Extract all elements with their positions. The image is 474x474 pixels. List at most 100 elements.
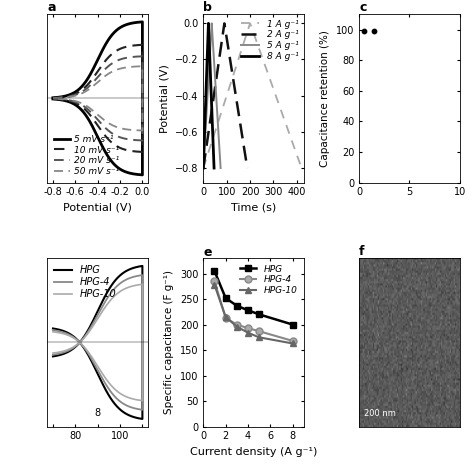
1 A g⁻¹ [247, 20, 253, 26]
Legend: 1 A g⁻¹, 2 A g⁻¹, 5 A g⁻¹, 8 A g⁻¹: 1 A g⁻¹, 2 A g⁻¹, 5 A g⁻¹, 8 A g⁻¹ [240, 19, 300, 62]
50 mV s⁻¹ [131, 64, 137, 70]
Text: 8: 8 [95, 408, 101, 418]
2 A g⁻¹ [227, 56, 233, 62]
5 mV s⁻¹ [109, 159, 115, 164]
5 mV s⁻¹ [50, 95, 56, 100]
1 A g⁻¹ [258, 50, 264, 55]
50 mV s⁻¹ [109, 122, 115, 128]
Line: 10 mV s⁻¹: 10 mV s⁻¹ [53, 45, 142, 152]
Line: 2 A g⁻¹: 2 A g⁻¹ [203, 23, 247, 168]
Line: HPG: HPG [211, 267, 296, 328]
5 A g⁻¹ [218, 165, 223, 171]
Text: c: c [359, 1, 366, 14]
8 A g⁻¹ [201, 165, 206, 171]
5 A g⁻¹ [214, 98, 219, 103]
1 A g⁻¹ [201, 165, 206, 171]
Text: 200 nm: 200 nm [364, 409, 396, 418]
8 A g⁻¹ [211, 165, 217, 171]
5 A g⁻¹ [201, 165, 206, 171]
5 mV s⁻¹ [82, 80, 88, 86]
1 A g⁻¹ [260, 57, 266, 63]
5 A g⁻¹ [210, 47, 216, 53]
HPG [245, 308, 251, 313]
5 mV s⁻¹ [131, 20, 137, 26]
HPG [211, 268, 217, 274]
Line: 20 mV s⁻¹: 20 mV s⁻¹ [53, 56, 142, 140]
HPG-4 [223, 315, 228, 321]
10 mV s⁻¹ [131, 43, 137, 48]
Y-axis label: Potential (V): Potential (V) [159, 64, 169, 133]
HPG [223, 295, 228, 301]
5 mV s⁻¹ [94, 132, 100, 137]
8 A g⁻¹ [207, 56, 213, 62]
Line: HPG-10: HPG-10 [211, 282, 296, 347]
HPG-10 [223, 314, 228, 320]
Legend: HPG, HPG-4, HPG-10: HPG, HPG-4, HPG-10 [238, 263, 300, 297]
Line: 5 mV s⁻¹: 5 mV s⁻¹ [53, 22, 142, 175]
2 A g⁻¹ [245, 165, 250, 171]
50 mV s⁻¹ [94, 111, 100, 117]
HPG-4 [211, 278, 217, 284]
Legend: HPG, HPG-4, HPG-10: HPG, HPG-4, HPG-10 [52, 263, 118, 301]
2 A g⁻¹ [228, 65, 234, 71]
10 mV s⁻¹ [96, 66, 102, 72]
5 mV s⁻¹ [139, 19, 145, 25]
1 A g⁻¹ [285, 127, 291, 133]
X-axis label: Potential (V): Potential (V) [63, 203, 132, 213]
2 A g⁻¹ [234, 99, 239, 104]
Text: a: a [47, 1, 56, 14]
Line: HPG-4: HPG-4 [211, 278, 296, 345]
50 mV s⁻¹ [50, 96, 56, 101]
5 mV s⁻¹ [50, 96, 56, 102]
50 mV s⁻¹ [50, 95, 56, 101]
20 mV s⁻¹ [123, 136, 129, 142]
20 mV s⁻¹ [50, 95, 56, 101]
HPG-10 [211, 282, 217, 288]
50 mV s⁻¹ [82, 89, 88, 95]
20 mV s⁻¹ [109, 130, 115, 136]
1 A g⁻¹ [263, 65, 269, 71]
10 mV s⁻¹ [123, 147, 129, 153]
8 A g⁻¹ [207, 49, 212, 55]
2 A g⁻¹ [238, 127, 244, 133]
Line: 50 mV s⁻¹: 50 mV s⁻¹ [53, 66, 142, 130]
50 mV s⁻¹ [139, 128, 145, 133]
Line: 5 A g⁻¹: 5 A g⁻¹ [203, 23, 220, 168]
X-axis label: Time (s): Time (s) [231, 203, 276, 213]
10 mV s⁻¹ [94, 121, 100, 127]
HPG-4 [245, 325, 251, 331]
8 A g⁻¹ [210, 127, 215, 133]
20 mV s⁻¹ [139, 137, 145, 143]
50 mV s⁻¹ [96, 78, 102, 84]
1 A g⁻¹ [299, 165, 304, 171]
5 A g⁻¹ [211, 63, 217, 69]
50 mV s⁻¹ [139, 64, 145, 69]
5 A g⁻¹ [211, 55, 217, 61]
X-axis label: Current density (A g⁻¹): Current density (A g⁻¹) [190, 447, 317, 457]
HPG-10 [290, 341, 296, 346]
Text: b: b [203, 1, 212, 14]
20 mV s⁻¹ [50, 96, 56, 101]
10 mV s⁻¹ [50, 96, 56, 101]
10 mV s⁻¹ [82, 85, 88, 91]
10 mV s⁻¹ [139, 42, 145, 48]
HPG-10 [245, 330, 251, 336]
10 mV s⁻¹ [139, 149, 145, 155]
8 A g⁻¹ [207, 65, 213, 71]
Text: e: e [203, 246, 212, 258]
2 A g⁻¹ [221, 20, 227, 26]
10 mV s⁻¹ [109, 140, 115, 146]
HPG-4 [256, 328, 262, 334]
8 A g⁻¹ [209, 99, 214, 104]
2 A g⁻¹ [226, 49, 232, 55]
5 mV s⁻¹ [123, 169, 129, 175]
2 A g⁻¹ [201, 165, 206, 171]
50 mV s⁻¹ [123, 127, 129, 132]
Line: 1 A g⁻¹: 1 A g⁻¹ [203, 23, 301, 168]
8 A g⁻¹ [201, 146, 207, 152]
Line: 8 A g⁻¹: 8 A g⁻¹ [203, 23, 214, 168]
Text: f: f [359, 245, 365, 258]
20 mV s⁻¹ [131, 54, 137, 60]
5 mV s⁻¹ [139, 172, 145, 178]
HPG-4 [290, 338, 296, 344]
